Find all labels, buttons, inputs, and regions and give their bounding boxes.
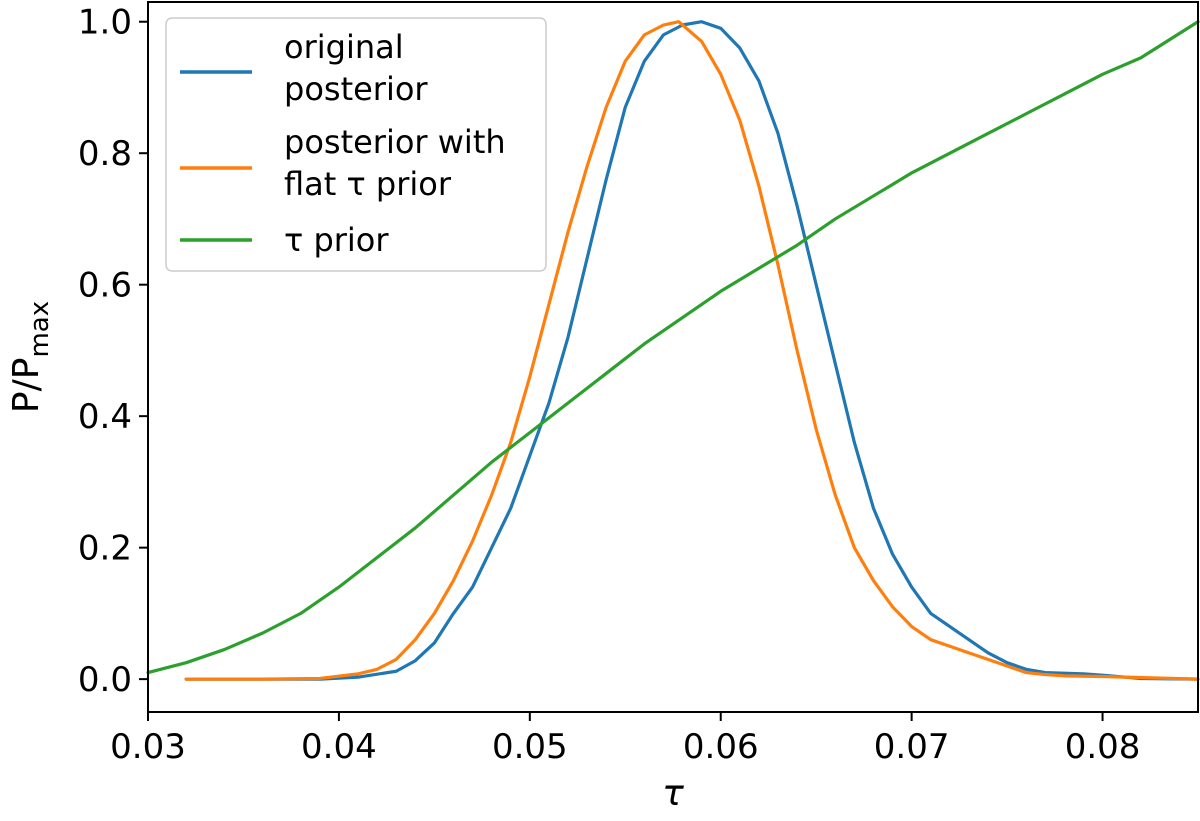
legend-label-original-line-1: original [284, 28, 404, 66]
x-axis: 0.03 0.04 0.05 0.06 0.07 0.08 [110, 712, 1140, 767]
legend-box [165, 17, 547, 272]
legend-label-flat-line-1: posterior with [284, 123, 506, 161]
x-tick-label: 0.04 [301, 727, 377, 767]
x-tick-label: 0.06 [683, 727, 759, 767]
y-axis-label-main: P/P [6, 358, 47, 414]
series-line-0 [184, 20, 1200, 681]
y-axis-label: P/Pmax [6, 301, 55, 413]
x-tick-label: 0.08 [1065, 727, 1141, 767]
legend: original posterior posterior with flat τ… [165, 17, 547, 272]
legend-label-original-line-2: posterior [284, 70, 428, 108]
y-tick-label: 0.0 [78, 660, 132, 700]
y-tick-label: 0.6 [78, 266, 132, 306]
x-tick-label: 0.05 [492, 727, 568, 767]
y-tick-label: 0.2 [78, 529, 132, 569]
y-axis-label-group: P/Pmax [6, 301, 55, 413]
y-axis: 0.0 0.2 0.4 0.6 0.8 1.0 [78, 3, 148, 700]
x-tick-label: 0.07 [874, 727, 950, 767]
y-axis-label-subscript: max [25, 301, 55, 358]
legend-label-flat-line-2: flat τ prior [284, 165, 452, 203]
y-tick-label: 0.4 [78, 397, 132, 437]
y-tick-label: 0.8 [78, 134, 132, 174]
y-tick-label: 1.0 [78, 3, 132, 43]
x-axis-label: τ [662, 773, 684, 814]
plot-frame [147, 1, 1199, 713]
x-tick-label: 0.03 [110, 727, 186, 767]
series-layer [146, 20, 1200, 681]
series-line-1 [184, 20, 1200, 681]
series-line-2 [146, 20, 1200, 675]
legend-label-tau-prior: τ prior [284, 221, 389, 259]
